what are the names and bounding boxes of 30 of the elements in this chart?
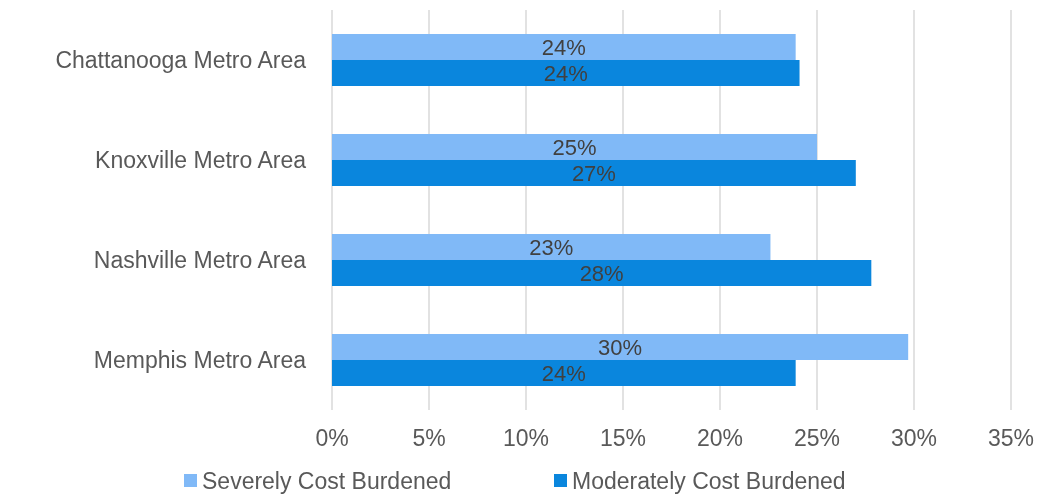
bar [332, 360, 796, 386]
x-tick-label: 15% [599, 425, 647, 451]
legend-label: Moderately Cost Burdened [572, 468, 846, 495]
y-tick-label: Chattanooga Metro Area [55, 47, 307, 74]
bar [332, 234, 771, 260]
x-tick-label: 35% [987, 425, 1035, 451]
bar [332, 160, 856, 186]
y-tick-label: Nashville Metro Area [93, 247, 307, 274]
bar [332, 260, 872, 286]
x-tick-label: 0% [315, 425, 349, 451]
data-label: 23% [529, 234, 574, 260]
data-label: 24% [541, 34, 586, 60]
bar [332, 134, 817, 160]
x-tick-label: 10% [502, 425, 550, 451]
data-label: 24% [543, 60, 588, 86]
data-label: 25% [552, 134, 597, 160]
data-label: 24% [541, 360, 586, 386]
legend-label: Severely Cost Burdened [202, 468, 452, 495]
x-tick-label: 30% [890, 425, 938, 451]
data-label: 28% [579, 260, 624, 286]
y-tick-label: Knoxville Metro Area [95, 147, 307, 174]
x-tick-label: 20% [696, 425, 744, 451]
x-tick-label: 25% [793, 425, 841, 451]
data-label: 30% [598, 334, 643, 360]
bar [332, 34, 796, 60]
bar [332, 60, 800, 86]
bar [332, 334, 909, 360]
y-tick-label: Memphis Metro Area [93, 347, 307, 374]
data-label: 27% [571, 160, 616, 186]
x-tick-label: 5% [412, 425, 446, 451]
